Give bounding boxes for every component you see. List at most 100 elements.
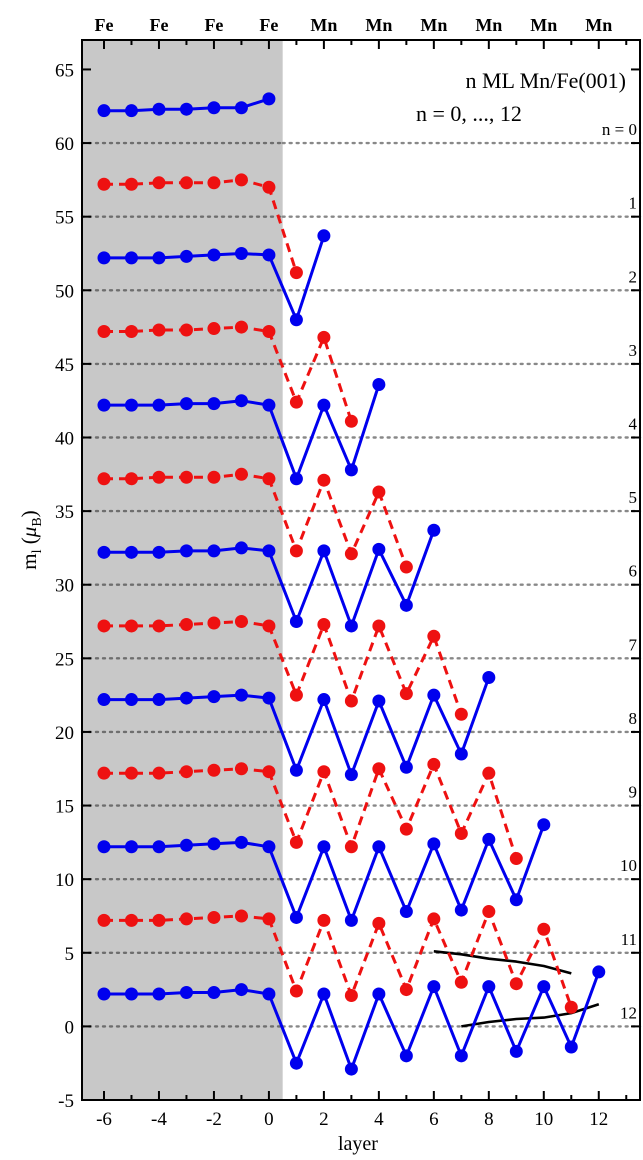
- point-n2-2: [152, 251, 166, 265]
- x-tick-label-9: 12: [589, 1109, 608, 1130]
- point-n9-3: [179, 765, 193, 779]
- point-n3-8: [317, 330, 331, 344]
- point-n9-7: [289, 835, 303, 849]
- point-n12-7: [289, 1056, 303, 1070]
- top-label-1: Fe: [149, 15, 168, 35]
- point-n0-4: [207, 101, 221, 115]
- point-n2-8: [317, 229, 331, 243]
- point-n7-8: [317, 617, 331, 631]
- point-n8-3: [179, 691, 193, 705]
- point-n5-8: [317, 473, 331, 487]
- point-n5-6: [262, 472, 276, 486]
- y-tick-label-12: 55: [55, 208, 74, 229]
- point-n12-5: [234, 983, 248, 997]
- point-n11-1: [124, 913, 138, 927]
- plot-frame: [81, 39, 641, 1101]
- y-tick-labels: -5 0 5 10 15 20 25 30 35 40 45 50 55 60 65: [55, 60, 74, 1112]
- point-n10-9: [344, 913, 358, 927]
- offset-label-8: 8: [629, 709, 638, 728]
- point-n6-6: [262, 544, 276, 558]
- point-n6-5: [234, 541, 248, 555]
- point-n5-10: [372, 485, 386, 499]
- point-n10-7: [289, 910, 303, 924]
- offset-label-2: 2: [629, 267, 638, 286]
- point-n0-0: [97, 104, 111, 118]
- point-n11-0: [97, 913, 111, 927]
- series-n11: [97, 905, 578, 1014]
- series-n3: [97, 320, 358, 428]
- y-tick-label-4: 15: [55, 797, 74, 818]
- x-tick-label-6: 6: [429, 1109, 439, 1130]
- point-n8-7: [289, 763, 303, 777]
- x-axis-label: layer: [338, 1133, 378, 1155]
- point-n6-4: [207, 544, 221, 558]
- point-n11-16: [537, 922, 551, 936]
- ylabel-main: m: [17, 553, 41, 569]
- point-n9-14: [482, 766, 496, 780]
- y-tick-label-11: 50: [55, 281, 74, 302]
- point-n10-0: [97, 840, 111, 854]
- point-n8-1: [124, 693, 138, 707]
- series-n6: [97, 523, 441, 633]
- point-n3-1: [124, 325, 138, 338]
- ylabel-mu: μ: [17, 527, 41, 539]
- point-n5-0: [97, 472, 111, 486]
- y-tick-label-5: 20: [55, 723, 74, 744]
- substrate-region: [82, 40, 283, 1100]
- point-n12-0: [97, 987, 111, 1001]
- top-element-labels: Fe Fe Fe Fe Mn Mn Mn Mn Mn Mn: [94, 15, 612, 35]
- point-n7-2: [152, 619, 166, 633]
- point-n2-6: [262, 248, 276, 262]
- point-n10-3: [179, 838, 193, 852]
- point-n9-0: [97, 766, 111, 780]
- x-tick-label-3: 0: [264, 1109, 274, 1130]
- point-n7-0: [97, 619, 111, 633]
- point-n2-1: [124, 251, 138, 265]
- point-n7-6: [262, 619, 276, 633]
- point-n10-14: [482, 832, 496, 846]
- series-n12: [97, 965, 606, 1076]
- x-tick-label-1: -4: [151, 1109, 167, 1130]
- point-n5-3: [179, 470, 193, 484]
- point-n10-12: [427, 837, 441, 851]
- point-n1-7: [289, 266, 303, 280]
- top-label-0: Fe: [94, 15, 113, 35]
- series-line-n7: [104, 620, 463, 715]
- point-n2-3: [179, 249, 193, 263]
- point-n5-9: [344, 547, 358, 561]
- point-n7-13: [454, 707, 468, 721]
- point-n7-11: [399, 687, 413, 701]
- point-n11-14: [482, 905, 496, 919]
- point-n8-11: [399, 760, 413, 774]
- point-n8-5: [234, 688, 248, 702]
- point-n11-2: [152, 913, 166, 927]
- y-tick-label-0: -5: [58, 1091, 74, 1112]
- y-tick-label-14: 65: [55, 60, 74, 81]
- series-n7: [97, 615, 468, 721]
- point-n4-6: [262, 398, 276, 412]
- point-n11-4: [207, 910, 221, 924]
- point-n10-11: [399, 905, 413, 919]
- point-n9-4: [207, 763, 221, 777]
- point-n10-16: [537, 818, 551, 832]
- point-n2-4: [207, 248, 221, 262]
- point-n12-16: [537, 980, 551, 994]
- point-n0-3: [179, 102, 193, 116]
- y-tick-label-2: 5: [65, 944, 75, 965]
- point-n4-5: [234, 394, 248, 408]
- annotation-line-2: n = 0, ..., 12: [416, 101, 522, 126]
- point-n4-3: [179, 397, 193, 411]
- top-label-4: Mn: [310, 15, 337, 35]
- point-n5-2: [152, 470, 166, 484]
- point-n11-6: [262, 912, 276, 926]
- point-n10-15: [509, 893, 523, 907]
- point-n11-13: [454, 975, 468, 989]
- x-tick-label-5: 4: [374, 1109, 384, 1130]
- point-n12-3: [179, 986, 193, 1000]
- point-n5-7: [289, 544, 303, 558]
- point-n1-2: [152, 176, 166, 190]
- point-n8-10: [372, 694, 386, 708]
- point-n9-15: [509, 852, 523, 866]
- point-n10-6: [262, 840, 276, 854]
